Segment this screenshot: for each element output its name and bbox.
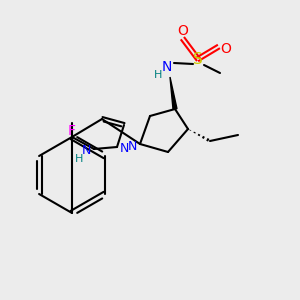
Text: S: S bbox=[193, 52, 203, 67]
Text: N: N bbox=[119, 142, 129, 154]
Text: O: O bbox=[220, 42, 231, 56]
Text: N: N bbox=[81, 143, 91, 157]
Text: N: N bbox=[162, 60, 172, 74]
Polygon shape bbox=[170, 77, 177, 109]
Text: O: O bbox=[178, 24, 188, 38]
Text: F: F bbox=[68, 124, 76, 138]
Text: H: H bbox=[75, 154, 83, 164]
Text: H: H bbox=[154, 70, 162, 80]
Text: N: N bbox=[127, 140, 137, 152]
